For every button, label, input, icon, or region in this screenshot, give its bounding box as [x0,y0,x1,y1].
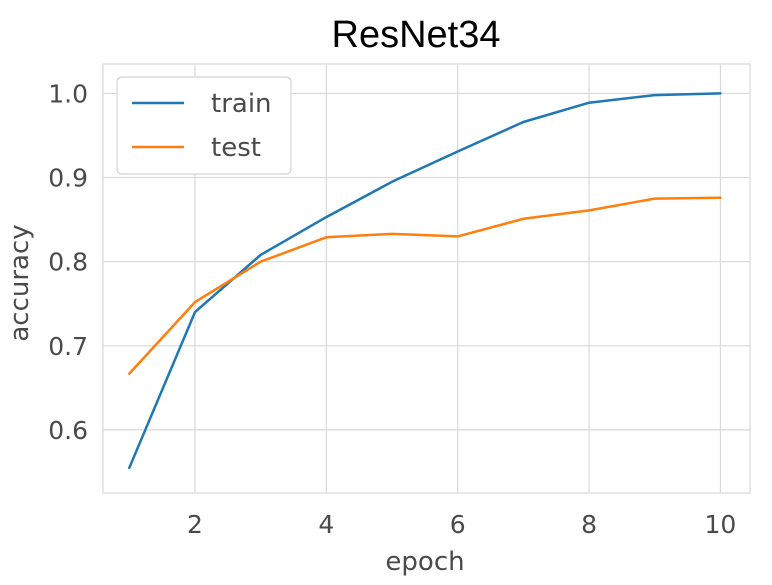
legend-label-test: test [211,133,261,163]
y-tick-label: 0.7 [48,332,88,361]
x-tick-label: 4 [318,510,334,539]
x-tick-label: 2 [187,510,203,539]
y-tick-label: 0.6 [48,416,88,445]
x-axis-label: epoch [385,547,464,577]
y-tick-labels: 0.6 0.7 0.8 0.9 1.0 [48,79,88,444]
y-axis-label: accuracy [5,224,35,341]
y-tick-label: 0.8 [48,248,88,277]
legend-label-train: train [211,89,272,119]
series-lines [128,92,722,470]
legend-box [116,76,292,175]
series-line-test [128,196,722,375]
x-tick-label: 6 [450,510,466,539]
y-tick-label: 1.0 [48,79,88,108]
x-tick-label: 10 [705,510,737,539]
chart-title: ResNet34 [332,14,501,56]
series-line-train [128,92,722,470]
x-tick-labels: 2 4 6 8 10 [187,510,736,539]
x-tick-label: 8 [581,510,597,539]
legend: train test [116,76,292,175]
y-tick-label: 0.9 [48,164,88,193]
